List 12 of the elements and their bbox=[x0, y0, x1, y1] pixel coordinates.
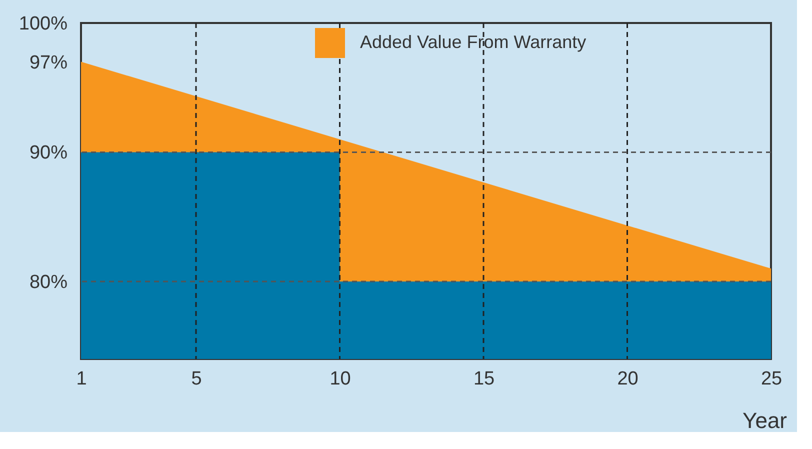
y-tick-label: 90% bbox=[29, 142, 68, 164]
y-tick-label: 97% bbox=[29, 52, 68, 74]
x-tick-label: 15 bbox=[473, 368, 495, 390]
x-tick-label: 1 bbox=[76, 368, 87, 390]
x-tick-label: 5 bbox=[191, 368, 202, 390]
y-tick-label: 80% bbox=[29, 272, 68, 293]
x-axis-title: Year bbox=[742, 408, 787, 433]
legend-label: Added Value From Warranty bbox=[360, 32, 586, 52]
x-tick-label: 20 bbox=[617, 368, 638, 390]
x-tick-label: 25 bbox=[760, 368, 782, 390]
y-tick-label: 100% bbox=[18, 14, 68, 34]
x-tick-label: 10 bbox=[330, 368, 351, 390]
